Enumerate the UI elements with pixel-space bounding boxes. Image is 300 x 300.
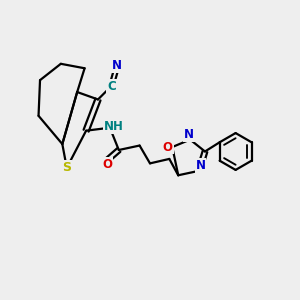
- Text: N: N: [196, 159, 206, 172]
- Text: N: N: [184, 128, 194, 141]
- Text: O: O: [163, 140, 173, 154]
- Text: N: N: [112, 59, 122, 72]
- Text: S: S: [62, 161, 71, 174]
- Text: C: C: [107, 80, 116, 93]
- Text: O: O: [102, 158, 112, 171]
- Text: NH: NH: [103, 120, 123, 133]
